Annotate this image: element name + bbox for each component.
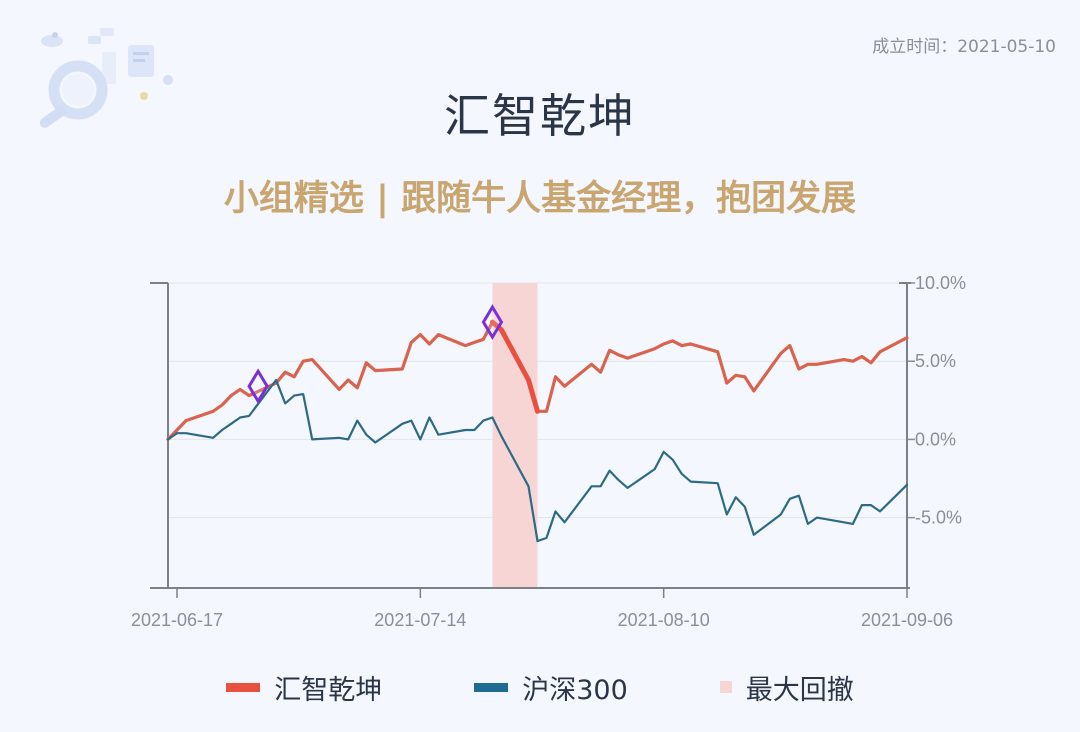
- series-layer: [166, 319, 909, 543]
- legend-swatch-benchmark: [474, 682, 509, 692]
- y-tick-label: 10.0%: [915, 273, 966, 293]
- y-tick-label: 5.0%: [915, 351, 956, 371]
- legend-label-drawdown: 最大回撤: [745, 674, 854, 706]
- axis-layer: [150, 282, 915, 598]
- magnifier-document-illustration: [39, 28, 173, 128]
- chart-legend: 汇智乾坤 沪深300 最大回撤: [0, 662, 1080, 712]
- legend-item-fund[interactable]: 汇智乾坤: [226, 668, 382, 707]
- page-title: 汇智乾坤: [444, 89, 636, 143]
- marker-layer: [247, 304, 504, 405]
- legend-swatch-fund: [226, 682, 261, 692]
- y-tick-label: 0.0%: [915, 429, 956, 449]
- established-date: 成立时间：2021-05-10: [872, 37, 1056, 57]
- drawdown-segment-line: [489, 319, 540, 414]
- legend-label-benchmark: 沪深300: [522, 674, 628, 706]
- benchmark-series-line: [166, 378, 909, 543]
- y-tick-label: -5.0%: [915, 508, 962, 528]
- page-subtitle: 小组精选 | 跟随牛人基金经理，抱团发展: [223, 179, 857, 219]
- x-tick-label: 2021-09-06: [861, 610, 953, 630]
- diamond-marker: [481, 304, 504, 341]
- diamond-marker: [247, 368, 269, 405]
- x-tick-label: 2021-08-10: [618, 610, 710, 630]
- legend-item-benchmark[interactable]: 沪深300: [474, 668, 628, 707]
- label-layer: 10.0% 5.0% 0.0% -5.0% 2021-06-17 2021-07-14 20…: [131, 273, 966, 630]
- performance-chart: 10.0% 5.0% 0.0% -5.0% 2021-06-17 2021-07-14 20…: [131, 273, 966, 630]
- legend-item-drawdown[interactable]: 最大回撤: [719, 668, 854, 707]
- x-tick-label: 2021-06-17: [131, 610, 223, 630]
- legend-swatch-drawdown: [719, 681, 732, 693]
- legend-label-fund: 汇智乾坤: [274, 674, 383, 706]
- x-tick-label: 2021-07-14: [374, 610, 466, 630]
